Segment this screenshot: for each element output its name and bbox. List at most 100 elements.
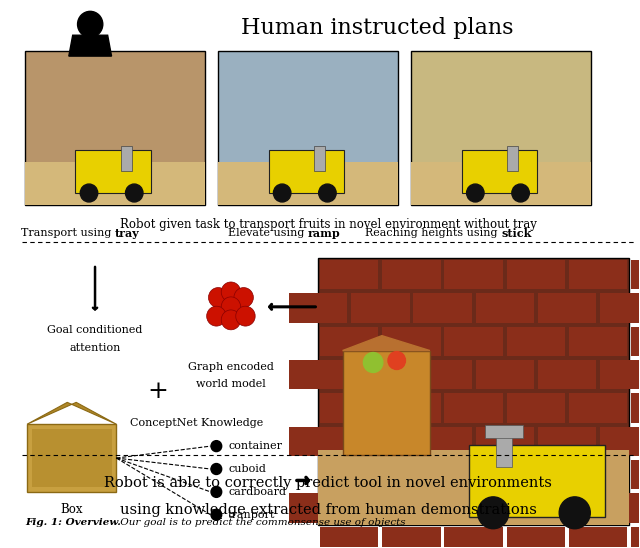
Circle shape	[467, 184, 484, 202]
FancyBboxPatch shape	[631, 393, 640, 423]
FancyBboxPatch shape	[289, 293, 348, 323]
FancyBboxPatch shape	[318, 258, 629, 525]
Text: Human instructed plans: Human instructed plans	[241, 17, 514, 39]
Circle shape	[211, 509, 221, 520]
FancyBboxPatch shape	[32, 430, 111, 487]
FancyBboxPatch shape	[631, 327, 640, 356]
Circle shape	[364, 352, 383, 373]
Text: tranport: tranport	[228, 510, 275, 520]
Text: cardboard: cardboard	[228, 487, 286, 497]
FancyBboxPatch shape	[631, 260, 640, 289]
FancyBboxPatch shape	[444, 460, 502, 489]
FancyBboxPatch shape	[538, 360, 596, 390]
Text: Goal conditioned: Goal conditioned	[47, 325, 143, 335]
FancyBboxPatch shape	[351, 293, 410, 323]
Text: Our goal is to predict the commonsense use of objects: Our goal is to predict the commonsense u…	[117, 518, 406, 527]
Circle shape	[236, 306, 255, 326]
FancyBboxPatch shape	[444, 527, 502, 548]
FancyBboxPatch shape	[476, 360, 534, 390]
FancyBboxPatch shape	[412, 51, 591, 206]
FancyBboxPatch shape	[320, 260, 378, 289]
FancyBboxPatch shape	[413, 493, 472, 523]
Polygon shape	[342, 335, 430, 351]
Text: Reaching heights using: Reaching heights using	[365, 228, 501, 238]
FancyBboxPatch shape	[461, 150, 537, 193]
FancyBboxPatch shape	[538, 493, 596, 523]
FancyBboxPatch shape	[631, 460, 640, 489]
Text: Elevate using: Elevate using	[228, 228, 308, 238]
Circle shape	[77, 12, 103, 37]
Text: cuboid: cuboid	[228, 464, 266, 474]
FancyBboxPatch shape	[468, 445, 605, 517]
FancyBboxPatch shape	[351, 427, 410, 456]
FancyBboxPatch shape	[569, 260, 627, 289]
FancyBboxPatch shape	[600, 360, 640, 390]
Circle shape	[319, 184, 336, 202]
FancyBboxPatch shape	[382, 460, 440, 489]
FancyBboxPatch shape	[269, 150, 344, 193]
FancyBboxPatch shape	[569, 393, 627, 423]
FancyBboxPatch shape	[569, 460, 627, 489]
FancyBboxPatch shape	[320, 327, 378, 356]
FancyBboxPatch shape	[507, 146, 518, 172]
FancyBboxPatch shape	[444, 393, 502, 423]
FancyBboxPatch shape	[318, 450, 629, 525]
Circle shape	[209, 288, 228, 307]
FancyBboxPatch shape	[320, 527, 378, 548]
Text: ramp: ramp	[308, 228, 341, 239]
FancyBboxPatch shape	[351, 493, 410, 523]
Text: using knowledge extracted from human demonstrations: using knowledge extracted from human dem…	[120, 503, 536, 517]
Circle shape	[388, 352, 406, 369]
Circle shape	[211, 487, 221, 498]
Text: ConceptNet Knowledge: ConceptNet Knowledge	[131, 418, 264, 428]
Circle shape	[125, 184, 143, 202]
Text: Graph encoded: Graph encoded	[188, 362, 274, 372]
Circle shape	[512, 184, 529, 202]
Text: Transport using: Transport using	[21, 228, 115, 238]
FancyBboxPatch shape	[382, 393, 440, 423]
FancyBboxPatch shape	[289, 360, 348, 390]
FancyBboxPatch shape	[600, 427, 640, 456]
FancyBboxPatch shape	[412, 162, 591, 206]
Circle shape	[221, 297, 241, 317]
FancyBboxPatch shape	[476, 427, 534, 456]
FancyBboxPatch shape	[413, 427, 472, 456]
FancyBboxPatch shape	[538, 427, 596, 456]
FancyBboxPatch shape	[342, 351, 430, 455]
Circle shape	[211, 464, 221, 475]
FancyBboxPatch shape	[476, 493, 534, 523]
Circle shape	[80, 184, 98, 202]
FancyBboxPatch shape	[382, 260, 440, 289]
Circle shape	[234, 288, 253, 307]
Text: tray: tray	[115, 228, 140, 239]
Text: stick: stick	[501, 228, 532, 239]
FancyBboxPatch shape	[507, 527, 565, 548]
Text: +: +	[148, 380, 168, 403]
FancyBboxPatch shape	[507, 260, 565, 289]
FancyBboxPatch shape	[382, 527, 440, 548]
FancyBboxPatch shape	[569, 327, 627, 356]
FancyBboxPatch shape	[507, 460, 565, 489]
FancyBboxPatch shape	[569, 527, 627, 548]
FancyBboxPatch shape	[218, 162, 398, 206]
Polygon shape	[69, 35, 111, 56]
Text: Robot is able to correctly predict tool in novel environments: Robot is able to correctly predict tool …	[104, 476, 552, 490]
Circle shape	[207, 306, 226, 326]
Text: world model: world model	[196, 379, 266, 390]
Text: attention: attention	[69, 342, 121, 352]
FancyBboxPatch shape	[320, 460, 378, 489]
FancyBboxPatch shape	[600, 493, 640, 523]
FancyBboxPatch shape	[507, 393, 565, 423]
FancyBboxPatch shape	[289, 493, 348, 523]
FancyBboxPatch shape	[25, 51, 205, 206]
FancyBboxPatch shape	[218, 51, 398, 206]
FancyBboxPatch shape	[27, 424, 116, 492]
FancyBboxPatch shape	[444, 260, 502, 289]
Text: Robot given task to transport fruits in novel environment without tray: Robot given task to transport fruits in …	[120, 218, 536, 231]
Text: container: container	[228, 441, 282, 451]
FancyBboxPatch shape	[413, 360, 472, 390]
Text: Box: Box	[61, 503, 83, 516]
FancyBboxPatch shape	[496, 427, 512, 466]
FancyBboxPatch shape	[476, 293, 534, 323]
Text: Fig. 1: Overview.: Fig. 1: Overview.	[25, 518, 121, 527]
